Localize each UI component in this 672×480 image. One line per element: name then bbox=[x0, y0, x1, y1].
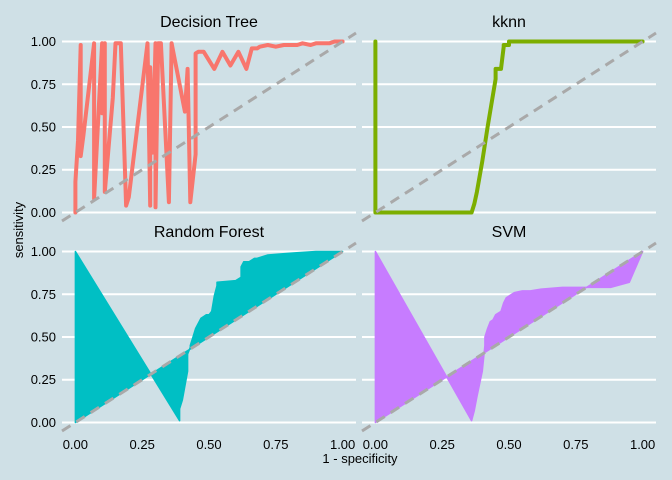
panel-title-kknn: kknn bbox=[492, 14, 526, 31]
reference-diagonal bbox=[61, 31, 357, 223]
x-tick-label: 0.00 bbox=[63, 437, 88, 452]
chart-panels: Decision Tree 0.00 0.25 0.50 0.75 1.00 kknn Ran… bbox=[31, 14, 657, 452]
reference-diagonal bbox=[361, 241, 657, 433]
x-tick-label: 0.75 bbox=[563, 437, 588, 452]
x-tick-label: 1.00 bbox=[330, 437, 355, 452]
y-tick-label: 0.00 bbox=[31, 205, 56, 220]
x-tick-label: 1.00 bbox=[630, 437, 655, 452]
y-tick-label: 0.00 bbox=[31, 415, 56, 430]
x-axis-title: 1 - specificity bbox=[322, 451, 398, 466]
y-tick-label: 0.75 bbox=[31, 77, 56, 92]
y-tick-label: 1.00 bbox=[31, 244, 56, 259]
y-tick-label: 0.50 bbox=[31, 330, 56, 345]
roc-curve-decision-tree bbox=[73, 39, 345, 215]
y-axis-title: sensitivity bbox=[11, 201, 26, 258]
roc-area-svm bbox=[374, 250, 644, 424]
x-tick-label: 0.00 bbox=[363, 437, 388, 452]
x-tick-label: 0.50 bbox=[496, 437, 521, 452]
reference-diagonal bbox=[361, 31, 657, 223]
reference-diagonal bbox=[61, 241, 357, 433]
x-tick-label: 0.25 bbox=[430, 437, 455, 452]
x-tick-label: 0.25 bbox=[130, 437, 155, 452]
panel-svm: SVM 0.00 0.25 0.50 0.75 1.00 bbox=[361, 224, 657, 452]
y-tick-label: 0.25 bbox=[31, 372, 56, 387]
y-tick-label: 1.00 bbox=[31, 34, 56, 49]
y-tick-label: 0.50 bbox=[31, 120, 56, 135]
panel-title-decision-tree: Decision Tree bbox=[160, 14, 258, 31]
panel-title-svm: SVM bbox=[492, 224, 527, 241]
x-tick-label: 0.75 bbox=[263, 437, 288, 452]
panel-title-random-forest: Random Forest bbox=[154, 224, 265, 241]
panel-decision-tree: Decision Tree 0.00 0.25 0.50 0.75 1.00 bbox=[31, 14, 357, 223]
y-tick-label: 0.75 bbox=[31, 287, 56, 302]
panel-kknn: kknn bbox=[361, 14, 657, 223]
roc-curve-kknn bbox=[373, 39, 645, 215]
y-tick-label: 0.25 bbox=[31, 162, 56, 177]
x-tick-label: 0.50 bbox=[196, 437, 221, 452]
panel-random-forest: Random Forest 0.00 0.25 0.50 0.75 1.00 0.00 0.2… bbox=[31, 224, 357, 452]
